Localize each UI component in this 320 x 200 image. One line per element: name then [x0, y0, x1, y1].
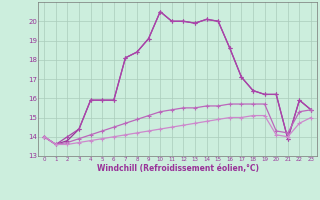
X-axis label: Windchill (Refroidissement éolien,°C): Windchill (Refroidissement éolien,°C)	[97, 164, 259, 173]
